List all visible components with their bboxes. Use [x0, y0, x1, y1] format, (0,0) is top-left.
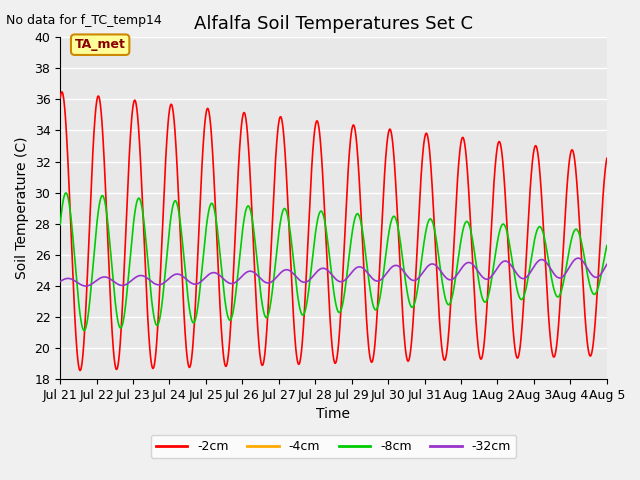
Text: TA_met: TA_met	[75, 38, 125, 51]
Legend: -2cm, -4cm, -8cm, -32cm: -2cm, -4cm, -8cm, -32cm	[151, 435, 516, 458]
Title: Alfalfa Soil Temperatures Set C: Alfalfa Soil Temperatures Set C	[194, 15, 473, 33]
Y-axis label: Soil Temperature (C): Soil Temperature (C)	[15, 137, 29, 279]
X-axis label: Time: Time	[317, 407, 351, 421]
Text: No data for f_TC_temp14: No data for f_TC_temp14	[6, 14, 162, 27]
